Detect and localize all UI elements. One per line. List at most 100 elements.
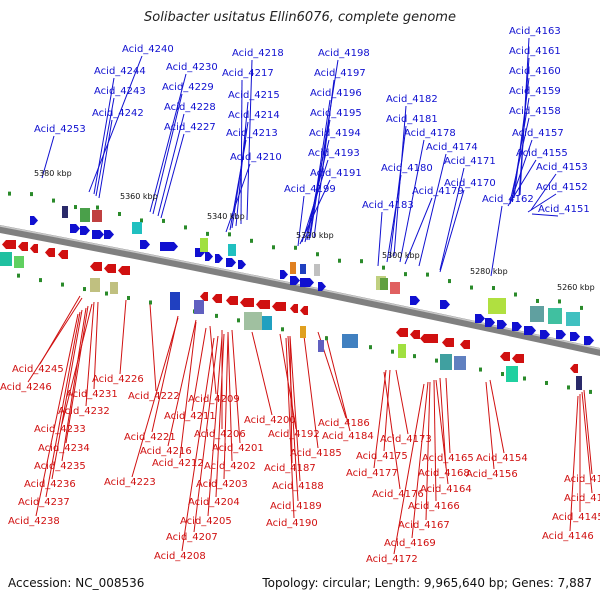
gene-label-acid-4146[interactable]: Acid_4146 xyxy=(542,531,594,542)
gene-label-acid-4169[interactable]: Acid_4169 xyxy=(384,538,436,549)
gene-label-acid-4173[interactable]: Acid_4173 xyxy=(380,434,432,445)
gene-label-acid-4177[interactable]: Acid_4177 xyxy=(346,468,398,479)
gene-label-acid-4196[interactable]: Acid_4196 xyxy=(310,88,362,99)
gene-label-acid-4171[interactable]: Acid_4171 xyxy=(444,156,496,167)
gene-label-acid-4159[interactable]: Acid_4159 xyxy=(509,86,561,97)
gene-label-acid-4145[interactable]: Acid_4145 xyxy=(552,512,600,523)
gene-label-acid-4192[interactable]: Acid_4192 xyxy=(268,429,320,440)
gene-label-acid-4210[interactable]: Acid_4210 xyxy=(230,152,282,163)
gene-label-acid-4178[interactable]: Acid_4178 xyxy=(404,128,456,139)
gene-label-acid-4197[interactable]: Acid_4197 xyxy=(314,68,366,79)
gene-label-acid-4203[interactable]: Acid_4203 xyxy=(196,479,248,490)
gene-label-acid-4243[interactable]: Acid_4243 xyxy=(94,86,146,97)
gene-label-acid-4235[interactable]: Acid_4235 xyxy=(34,461,86,472)
gene-label-acid-4160[interactable]: Acid_4160 xyxy=(509,66,561,77)
gene-label-acid-4185[interactable]: Acid_4185 xyxy=(290,448,342,459)
gene-label-acid-4167[interactable]: Acid_4167 xyxy=(398,520,450,531)
gene-label-acid-4153[interactable]: Acid_4153 xyxy=(536,162,588,173)
gene-label-acid-4162[interactable]: Acid_4162 xyxy=(482,194,534,205)
gene-label-acid-4163[interactable]: Acid_4163 xyxy=(509,26,561,37)
gene-label-acid-4244[interactable]: Acid_4244 xyxy=(94,66,146,77)
gene-label-acid-4230[interactable]: Acid_4230 xyxy=(166,62,218,73)
gene-label-acid-4193[interactable]: Acid_4193 xyxy=(308,148,360,159)
gene-label-acid-4245[interactable]: Acid_4245 xyxy=(12,364,64,375)
label-connector-line xyxy=(35,313,79,517)
gene-label-acid-4205[interactable]: Acid_4205 xyxy=(180,516,232,527)
gene-label-acid-4152[interactable]: Acid_4152 xyxy=(536,182,588,193)
gene-label-acid-4181[interactable]: Acid_4181 xyxy=(386,114,438,125)
gene-label-acid-4213[interactable]: Acid_4213 xyxy=(226,128,278,139)
gene-label-acid-4143[interactable]: Acid_4143 xyxy=(564,493,600,504)
gene-label-acid-4202[interactable]: Acid_4202 xyxy=(204,461,256,472)
gene-label-acid-4232[interactable]: Acid_4232 xyxy=(58,406,110,417)
gene-label-acid-4190[interactable]: Acid_4190 xyxy=(266,518,318,529)
gene-label-acid-4158[interactable]: Acid_4158 xyxy=(509,106,561,117)
gene-label-acid-4165[interactable]: Acid_4165 xyxy=(422,453,474,464)
gene-label-acid-4226[interactable]: Acid_4226 xyxy=(92,374,144,385)
gene-label-acid-4228[interactable]: Acid_4228 xyxy=(164,102,216,113)
gene-label-acid-4189[interactable]: Acid_4189 xyxy=(270,501,322,512)
gene-label-acid-4166[interactable]: Acid_4166 xyxy=(408,501,460,512)
gene-label-acid-4170[interactable]: Acid_4170 xyxy=(444,178,496,189)
gene-label-acid-4151[interactable]: Acid_4151 xyxy=(538,204,590,215)
gene-label-acid-4187[interactable]: Acid_4187 xyxy=(264,463,316,474)
gene-label-acid-4154[interactable]: Acid_4154 xyxy=(476,453,528,464)
gene-label-acid-4164[interactable]: Acid_4164 xyxy=(420,484,472,495)
gene-label-acid-4208[interactable]: Acid_4208 xyxy=(154,551,206,562)
gene-label-acid-4236[interactable]: Acid_4236 xyxy=(24,479,76,490)
gene-label-acid-4214[interactable]: Acid_4214 xyxy=(228,110,280,121)
gene-label-acid-4215[interactable]: Acid_4215 xyxy=(228,90,280,101)
gene-label-acid-4172[interactable]: Acid_4172 xyxy=(366,554,418,565)
gene-label-acid-4142[interactable]: Acid_4142 xyxy=(564,474,600,485)
gene-label-acid-4227[interactable]: Acid_4227 xyxy=(164,122,216,133)
gene-label-acid-4198[interactable]: Acid_4198 xyxy=(318,48,370,59)
gene-label-acid-4242[interactable]: Acid_4242 xyxy=(92,108,144,119)
gene-label-acid-4229[interactable]: Acid_4229 xyxy=(162,82,214,93)
gene-label-acid-4237[interactable]: Acid_4237 xyxy=(18,497,70,508)
gene-label-acid-4199[interactable]: Acid_4199 xyxy=(284,184,336,195)
forward-gene-arrow xyxy=(280,270,288,279)
gene-label-acid-4204[interactable]: Acid_4204 xyxy=(188,497,240,508)
gene-label-acid-4186[interactable]: Acid_4186 xyxy=(318,418,370,429)
gene-label-acid-4188[interactable]: Acid_4188 xyxy=(272,481,324,492)
gene-label-acid-4216[interactable]: Acid_4216 xyxy=(140,446,192,457)
gene-label-acid-4207[interactable]: Acid_4207 xyxy=(166,532,218,543)
gene-label-acid-4168[interactable]: Acid_4168 xyxy=(418,468,470,479)
gene-label-acid-4157[interactable]: Acid_4157 xyxy=(512,128,564,139)
gene-label-acid-4174[interactable]: Acid_4174 xyxy=(426,142,478,153)
gene-label-acid-4222[interactable]: Acid_4222 xyxy=(128,391,180,402)
gene-label-acid-4246[interactable]: Acid_4246 xyxy=(0,382,52,393)
gene-label-acid-4206[interactable]: Acid_4206 xyxy=(194,429,246,440)
gene-label-acid-4194[interactable]: Acid_4194 xyxy=(309,128,361,139)
gene-label-acid-4179[interactable]: Acid_4179 xyxy=(412,186,464,197)
gene-label-acid-4191[interactable]: Acid_4191 xyxy=(310,168,362,179)
gene-label-acid-4234[interactable]: Acid_4234 xyxy=(38,443,90,454)
gene-label-acid-4201[interactable]: Acid_4201 xyxy=(212,443,264,454)
label-connector-line xyxy=(151,315,179,433)
gene-label-acid-4176[interactable]: Acid_4176 xyxy=(372,489,424,500)
gene-label-acid-4218[interactable]: Acid_4218 xyxy=(232,48,284,59)
gene-label-acid-4233[interactable]: Acid_4233 xyxy=(34,424,86,435)
gene-label-acid-4156[interactable]: Acid_4156 xyxy=(466,469,518,480)
gene-label-acid-4223[interactable]: Acid_4223 xyxy=(104,477,156,488)
gene-label-acid-4238[interactable]: Acid_4238 xyxy=(8,516,60,527)
gene-label-acid-4253[interactable]: Acid_4253 xyxy=(34,124,86,135)
gene-label-acid-4161[interactable]: Acid_4161 xyxy=(509,46,561,57)
tick-mark xyxy=(294,245,297,250)
gene-label-acid-4175[interactable]: Acid_4175 xyxy=(356,451,408,462)
gene-label-acid-4211[interactable]: Acid_4211 xyxy=(164,411,216,422)
gene-label-acid-4183[interactable]: Acid_4183 xyxy=(362,200,414,211)
gene-label-acid-4217[interactable]: Acid_4217 xyxy=(222,68,274,79)
label-connector-line xyxy=(61,307,87,462)
gene-label-acid-4184[interactable]: Acid_4184 xyxy=(322,431,374,442)
gene-label-acid-4155[interactable]: Acid_4155 xyxy=(516,148,568,159)
gene-label-acid-4221[interactable]: Acid_4221 xyxy=(124,432,176,443)
gene-label-acid-4182[interactable]: Acid_4182 xyxy=(386,94,438,105)
gene-label-acid-4200[interactable]: Acid_4200 xyxy=(244,415,296,426)
gene-label-acid-4212[interactable]: Acid_4212 xyxy=(152,458,204,469)
gene-label-acid-4209[interactable]: Acid_4209 xyxy=(188,394,240,405)
gene-label-acid-4180[interactable]: Acid_4180 xyxy=(381,163,433,174)
gene-label-acid-4195[interactable]: Acid_4195 xyxy=(310,108,362,119)
gene-label-acid-4240[interactable]: Acid_4240 xyxy=(122,44,174,55)
gene-label-acid-4231[interactable]: Acid_4231 xyxy=(66,389,118,400)
